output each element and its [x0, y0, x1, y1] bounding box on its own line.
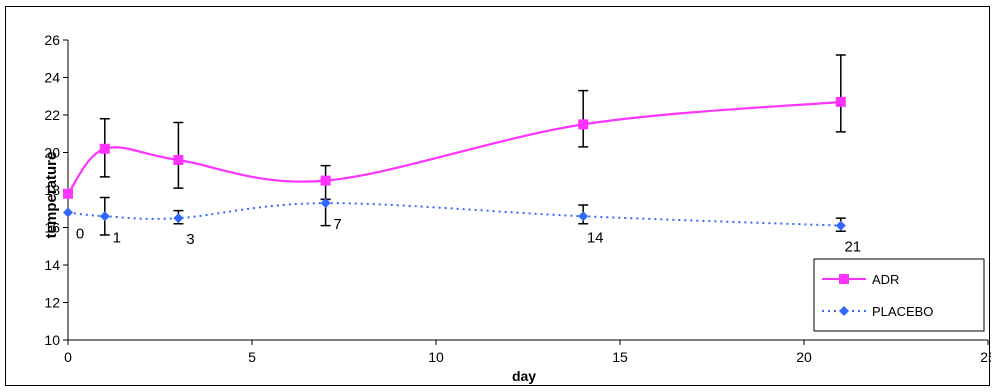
data-point-placebo [173, 213, 184, 224]
x-tick-label: 20 [796, 349, 812, 365]
x-tick-label: 5 [248, 349, 256, 365]
y-tick-label: 12 [44, 295, 60, 311]
x-tick-label: 0 [64, 349, 72, 365]
y-axis-label: temperature [43, 152, 60, 239]
data-point-placebo [320, 198, 331, 209]
series-line-placebo [67, 202, 841, 227]
legend-box [813, 258, 985, 332]
series-adr [63, 54, 846, 201]
axes: 1012141618202224260510152025 [44, 32, 991, 365]
y-tick-label: 18 [44, 182, 60, 198]
point-label: 7 [333, 216, 341, 233]
legend-label-placebo: PLACEBO [872, 304, 933, 319]
data-point-adr [63, 188, 73, 199]
point-label: 21 [844, 239, 861, 256]
data-point-placebo [578, 211, 589, 222]
legend-marker-placebo [839, 306, 849, 316]
legend-label-adr: ADR [872, 272, 899, 287]
legend: ADR PLACEBO [813, 258, 985, 332]
data-point-placebo [99, 211, 110, 222]
legend-marker-adr [839, 274, 849, 284]
series-layer [63, 54, 846, 236]
x-tick-label: 10 [428, 349, 444, 365]
point-label: 3 [186, 231, 194, 248]
y-tick-label: 10 [44, 332, 60, 348]
point-labels-layer: 0 1 3 7 14 21 [76, 216, 861, 256]
data-point-adr [320, 175, 331, 186]
y-tick-label: 22 [44, 107, 60, 123]
y-tick-label: 20 [44, 145, 60, 161]
point-label: 0 [76, 226, 84, 243]
y-tick-label: 26 [44, 32, 60, 48]
data-point-adr [173, 155, 184, 165]
series-placebo [63, 196, 846, 236]
data-point-adr [99, 143, 110, 154]
line-chart: 10 12 14 16 18 20 22 24 26 0 5 10 15 20 25 0 1 3 7 14 21 da… [43, 32, 991, 384]
chart-frame: 10 12 14 16 18 20 22 24 26 0 5 10 15 20 25 0 1 3 7 14 21 da… [5, 6, 991, 386]
series-line-adr [67, 100, 841, 195]
point-label: 14 [587, 229, 604, 246]
x-axis-label: day [512, 368, 536, 384]
data-point-adr [578, 119, 589, 130]
x-tick-label: 15 [612, 349, 628, 365]
y-tick-label: 16 [44, 220, 60, 236]
data-point-adr [835, 96, 846, 107]
point-label: 1 [113, 229, 121, 246]
data-point-placebo [63, 207, 73, 218]
data-point-placebo [835, 220, 846, 231]
y-tick-label: 24 [44, 70, 60, 86]
y-tick-label: 14 [44, 257, 60, 273]
x-tick-label: 25 [980, 349, 991, 365]
